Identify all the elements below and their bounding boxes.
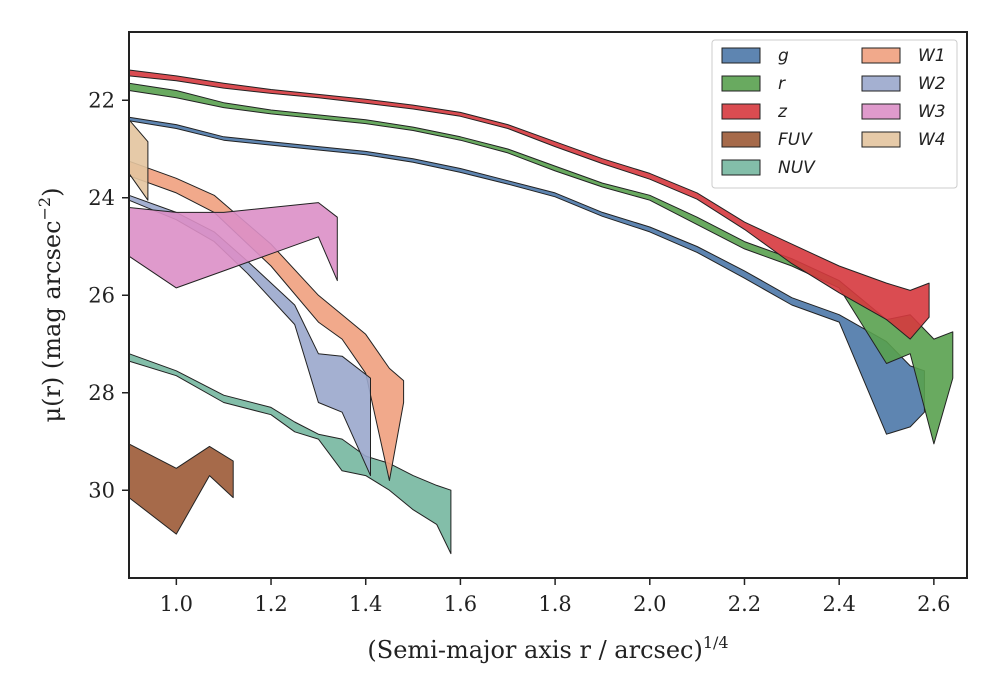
series-band-fuv [128,443,234,535]
x-axis-label: (Semi-major axis r / arcsec)1/4 [367,633,728,664]
y-tick-label: 30 [88,478,115,502]
legend-swatch-w2 [861,75,901,92]
legend-label-w1: W1 [918,46,946,66]
x-tick-label: 1.0 [160,592,193,616]
x-tick-label: 2.6 [917,592,950,616]
x-tick-label: 1.8 [538,592,571,616]
x-axis: 1.0 1.2 1.4 1.6 1.8 2.0 2.2 2.4 2.6 [160,578,951,616]
legend-swatch-nuv [721,159,761,176]
series-band-g [128,116,925,435]
legend-label-w4: W4 [918,130,946,150]
series-layer [128,69,954,555]
x-axis-label-text: (Semi-major axis r / arcsec) [367,636,702,664]
legend-swatch-w4 [861,131,901,148]
x-axis-label-exponent: 1/4 [703,633,729,652]
legend-swatch-r [721,75,761,92]
legend: grz FUV NUV W1 W2 W3 W4 [711,39,958,189]
legend-label-w3: W3 [918,102,946,122]
y-tick-label: 28 [88,381,115,405]
y-axis-label: μ(r) (mag arcsec−2) [35,188,66,423]
legend-label-fuv: FUV [778,130,813,150]
series-band-z [128,69,930,340]
legend-swatch-w3 [861,103,901,120]
y-tick-label: 24 [88,186,115,210]
legend-label-z: z [777,102,788,122]
y-axis-label-close: ) [38,188,66,197]
legend-label-nuv: NUV [778,158,816,178]
x-tick-label: 2.2 [728,592,761,616]
x-tick-label: 1.6 [444,592,477,616]
x-tick-label: 2.4 [822,592,855,616]
y-axis-label-text: μ(r) (mag arcsec [38,220,66,422]
legend-label-w2: W2 [918,74,946,94]
legend-swatch-w1 [861,47,901,64]
y-axis: 22 24 26 28 30 [88,88,129,502]
x-tick-label: 1.2 [254,592,287,616]
x-tick-label: 2.0 [633,592,666,616]
y-tick-label: 26 [88,283,115,307]
plot-frame [128,31,968,579]
y-axis-label-exponent: −2 [35,197,54,221]
legend-label-r: r [778,74,786,94]
legend-label-g: g [778,46,789,66]
y-tick-label: 22 [88,88,115,112]
series-band-r [128,82,954,445]
legend-swatch-fuv [721,131,761,148]
legend-swatch-g [721,47,761,64]
series-band-nuv [128,353,452,555]
series-band-w3 [128,202,338,289]
legend-swatch-z [721,103,761,120]
x-tick-label: 1.4 [349,592,382,616]
